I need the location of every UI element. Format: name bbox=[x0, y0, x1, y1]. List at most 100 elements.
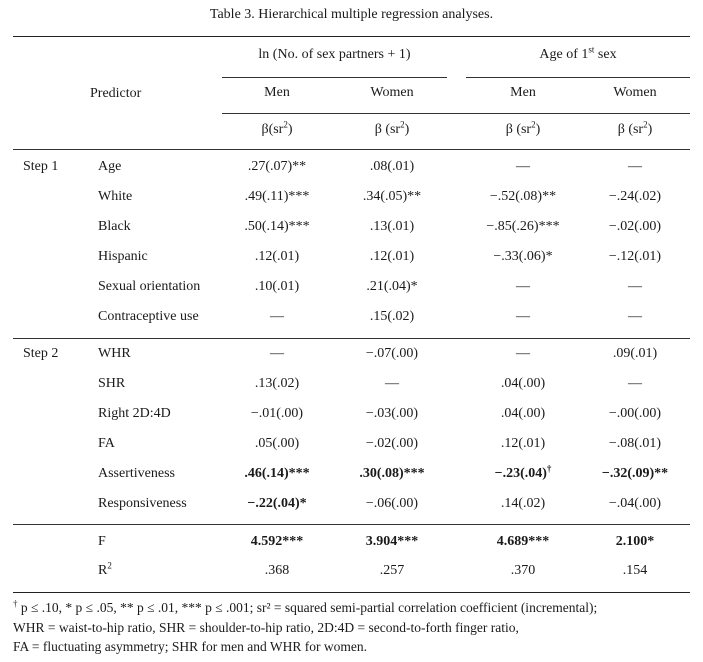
cell-value: — bbox=[628, 376, 642, 391]
beta-header: β (sr2) bbox=[332, 120, 452, 139]
top-rule bbox=[13, 36, 690, 37]
cell-value: −.85(.26)*** bbox=[486, 219, 560, 234]
beta-header: β (sr2) bbox=[463, 120, 583, 139]
table-cell: .21(.04)* bbox=[332, 278, 452, 296]
subheader-women: Women bbox=[370, 85, 414, 100]
beta-header-text: β (sr bbox=[617, 122, 644, 137]
table-cell: — bbox=[575, 375, 695, 393]
summary-label-sup: 2 bbox=[107, 560, 112, 571]
cell-value: — bbox=[628, 309, 642, 324]
predictor-header: Predictor bbox=[90, 86, 142, 101]
table-cell: −.24(.02) bbox=[575, 188, 695, 206]
predictor-label: Contraceptive use bbox=[98, 309, 199, 324]
cell-value: .27(.07)** bbox=[247, 159, 307, 174]
table-cell: — bbox=[332, 375, 452, 393]
beta-header-text: β (sr bbox=[505, 122, 532, 137]
predictor-label: Hispanic bbox=[98, 249, 148, 264]
table-caption: Table 3. Hierarchical multiple regressio… bbox=[209, 7, 494, 22]
cell-value: .49(.11)*** bbox=[244, 189, 310, 204]
footnote-line: † p ≤ .10, * p ≤ .05, ** p ≤ .01, *** p … bbox=[13, 599, 597, 617]
table-cell: .50(.14)*** bbox=[217, 218, 337, 236]
cell-value: .50(.14)*** bbox=[244, 219, 310, 234]
cell-value: −.03(.00) bbox=[365, 406, 419, 421]
table-cell: .15(.02) bbox=[332, 308, 452, 326]
subheader-rule bbox=[222, 113, 690, 114]
table-cell: −.33(.06)* bbox=[463, 248, 583, 266]
step-label: Step 1 bbox=[23, 159, 59, 174]
summary-cell: .370 bbox=[510, 563, 536, 578]
cell-value-sup: † bbox=[546, 463, 552, 474]
predictor-label: SHR bbox=[98, 376, 126, 391]
summary-label: R2 bbox=[98, 560, 112, 580]
table-cell: .27(.07)** bbox=[217, 158, 337, 176]
predictor-label: WHR bbox=[98, 346, 131, 361]
table-cell: — bbox=[463, 158, 583, 176]
table-cell: .04(.00) bbox=[463, 375, 583, 393]
group-rule-2 bbox=[466, 77, 690, 78]
cell-value: −.24(.02) bbox=[608, 189, 662, 204]
table-cell: .13(.02) bbox=[217, 375, 337, 393]
summary-cell: .154 bbox=[622, 563, 648, 578]
cell-value: −.32(.09)** bbox=[601, 466, 669, 481]
beta-header: β(sr2) bbox=[217, 120, 337, 139]
table-cell: .34(.05)** bbox=[332, 188, 452, 206]
table-cell: −.22(.04)* bbox=[217, 495, 337, 513]
cell-value: −.33(.06)* bbox=[493, 249, 553, 264]
summary-cell: 3.904*** bbox=[365, 534, 419, 549]
cell-value: −.02(.00) bbox=[608, 219, 662, 234]
beta-header-close: ) bbox=[287, 122, 293, 137]
footnote-text: p ≤ .10, * p ≤ .05, ** p ≤ .01, *** p ≤ … bbox=[17, 600, 598, 615]
cell-value: −.08(.01) bbox=[608, 436, 662, 451]
beta-header-text: β (sr bbox=[374, 122, 401, 137]
predictor-label: Right 2D:4D bbox=[98, 406, 171, 421]
table-cell: −.00(.00) bbox=[575, 405, 695, 423]
summary-label-text: R bbox=[98, 563, 108, 578]
table-cell: −.08(.01) bbox=[575, 435, 695, 453]
table-cell: −.04(.00) bbox=[575, 495, 695, 513]
footnote-line: FA = fluctuating asymmetry; SHR for men … bbox=[13, 638, 367, 656]
cell-value: .12(.01) bbox=[369, 249, 415, 264]
cell-value: — bbox=[516, 279, 530, 294]
cell-value: .13(.02) bbox=[254, 376, 300, 391]
cell-value: — bbox=[385, 376, 399, 391]
table-cell: .12(.01) bbox=[217, 248, 337, 266]
subheader-men: Men bbox=[264, 85, 290, 100]
summary-cell: .368 bbox=[264, 563, 290, 578]
beta-header-sup: 2 bbox=[643, 119, 648, 130]
cell-value: −.07(.00) bbox=[365, 346, 419, 361]
group-rule-1 bbox=[222, 77, 447, 78]
step-divider-rule bbox=[13, 338, 690, 339]
table-cell: .12(.01) bbox=[463, 435, 583, 453]
table-cell: −.06(.00) bbox=[332, 495, 452, 513]
table-cell: — bbox=[575, 278, 695, 296]
predictor-label: Black bbox=[98, 219, 131, 234]
cell-value: .08(.01) bbox=[369, 159, 415, 174]
cell-value: .10(.01) bbox=[254, 279, 300, 294]
table-cell: — bbox=[217, 345, 337, 363]
cell-value: −.12(.01) bbox=[608, 249, 662, 264]
summary-label-text: F bbox=[98, 534, 106, 549]
predictor-label: Age bbox=[98, 159, 122, 174]
table-cell: −.02(.00) bbox=[332, 435, 452, 453]
cell-value: .04(.00) bbox=[500, 406, 546, 421]
cell-value: .05(.00) bbox=[254, 436, 300, 451]
cell-value: — bbox=[270, 346, 284, 361]
cell-value: — bbox=[628, 159, 642, 174]
table-cell: .04(.00) bbox=[463, 405, 583, 423]
table-cell: −.02(.00) bbox=[575, 218, 695, 236]
table-cell: .09(.01) bbox=[575, 345, 695, 363]
cell-value: — bbox=[516, 159, 530, 174]
predictor-label: Sexual orientation bbox=[98, 279, 201, 294]
table-cell: — bbox=[463, 278, 583, 296]
subheader-men: Men bbox=[510, 85, 536, 100]
beta-header-text: β(sr bbox=[261, 122, 284, 137]
cell-value: −.01(.00) bbox=[250, 406, 304, 421]
cell-value: .12(.01) bbox=[254, 249, 300, 264]
footnote-text: WHR = waist-to-hip ratio, SHR = shoulder… bbox=[13, 620, 519, 635]
table-cell: −.12(.01) bbox=[575, 248, 695, 266]
table-cell: .30(.08)*** bbox=[332, 465, 452, 483]
table-cell: .08(.01) bbox=[332, 158, 452, 176]
predictor-label: FA bbox=[98, 436, 115, 451]
cell-value: −.06(.00) bbox=[365, 496, 419, 511]
